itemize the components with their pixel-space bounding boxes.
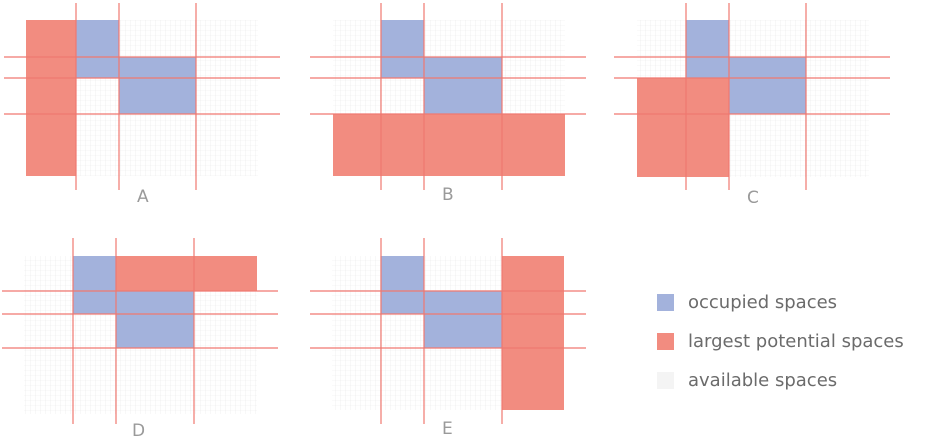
- potential-swatch: [657, 333, 674, 350]
- occupied-space: [381, 256, 424, 314]
- largest-potential-space: [116, 256, 257, 291]
- largest-potential-space: [26, 20, 76, 176]
- legend-item-potential: largest potential spaces: [657, 322, 904, 361]
- panel-label-a: A: [137, 187, 149, 207]
- occupied-space: [119, 57, 196, 114]
- cut-lines: [614, 3, 890, 190]
- largest-potential-space: [333, 114, 565, 176]
- panel-b: [310, 3, 586, 190]
- panel-c: [614, 3, 890, 190]
- panel-label-e: E: [442, 419, 453, 439]
- occupied-space: [424, 291, 502, 348]
- occupied-space: [116, 291, 194, 348]
- panel-a: [4, 3, 280, 190]
- occupied-space: [686, 20, 729, 78]
- occupied-space: [381, 20, 424, 78]
- cut-lines: [310, 238, 586, 424]
- cut-lines: [2, 238, 278, 424]
- panel-label-c: C: [747, 188, 759, 208]
- legend-label: available spaces: [688, 370, 838, 391]
- occupied-space: [76, 20, 119, 78]
- panel-d: [2, 238, 278, 424]
- occupied-swatch: [657, 294, 674, 311]
- largest-potential-space: [637, 78, 729, 177]
- occupied-space: [424, 57, 502, 114]
- legend-label: occupied spaces: [688, 292, 838, 313]
- panel-label-b: B: [442, 185, 454, 205]
- legend: occupied spaces largest potential spaces…: [657, 283, 904, 400]
- cut-lines: [310, 3, 586, 190]
- panel-e: [310, 238, 586, 424]
- cut-lines: [4, 3, 280, 190]
- occupied-space: [729, 57, 806, 114]
- available-swatch: [657, 372, 674, 389]
- panel-label-d: D: [132, 421, 146, 441]
- legend-item-occupied: occupied spaces: [657, 283, 904, 322]
- legend-label: largest potential spaces: [688, 331, 904, 352]
- legend-item-available: available spaces: [657, 361, 904, 400]
- occupied-space: [73, 256, 116, 314]
- largest-potential-space: [502, 256, 564, 410]
